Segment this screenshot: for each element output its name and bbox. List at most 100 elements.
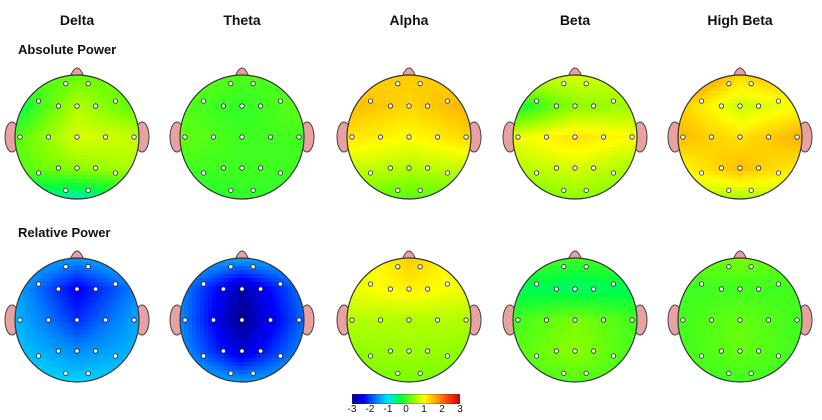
electrode-marker	[561, 187, 567, 193]
electrode-marker	[367, 353, 374, 359]
electrode-marker	[775, 353, 782, 359]
head-outline	[512, 257, 638, 383]
electrode-marker	[463, 134, 469, 140]
electrode-marker	[296, 317, 302, 323]
electrode-marker	[590, 286, 597, 292]
electrode-marker	[748, 187, 754, 193]
electrode-marker	[112, 353, 119, 359]
electrode-marker	[718, 103, 725, 109]
electrode-marker	[444, 170, 451, 176]
electrode-marker	[737, 103, 743, 109]
electrode-marker	[434, 134, 441, 140]
electrode-marker	[257, 103, 264, 109]
electrode-marker	[377, 317, 384, 323]
electrode-marker	[85, 187, 91, 193]
band-label-theta: Theta	[223, 12, 261, 28]
electrode-marker	[775, 98, 782, 104]
head-map-beta-relative	[502, 250, 648, 383]
electrode-marker	[765, 317, 772, 323]
head-outline	[512, 74, 638, 200]
electrode-marker	[726, 264, 732, 270]
head-map-delta-relative	[4, 250, 150, 383]
electrode-marker	[63, 264, 69, 270]
electrode-marker	[74, 348, 80, 354]
head-outline	[677, 74, 803, 200]
electrode-marker	[417, 264, 423, 270]
electrode-marker	[182, 134, 188, 140]
electrode-marker	[600, 134, 607, 140]
electrode-marker	[277, 281, 284, 287]
scale-tick: -3	[347, 404, 357, 415]
electrode-marker	[74, 165, 80, 171]
row-label-relative-power: Relative Power	[18, 225, 111, 240]
scale-gradient	[352, 394, 460, 404]
head-outline	[346, 74, 472, 200]
electrode-marker	[250, 187, 256, 193]
electrode-marker	[463, 317, 469, 323]
band-label-high-beta: High Beta	[707, 12, 773, 28]
electrode-marker	[794, 134, 800, 140]
electrode-marker	[680, 134, 686, 140]
head-map-high-beta-relative	[667, 250, 813, 383]
electrode-marker	[85, 264, 91, 270]
electrode-marker	[112, 281, 119, 287]
electrode-marker	[424, 286, 431, 292]
electrode-marker	[228, 370, 234, 376]
electrode-marker	[85, 81, 91, 87]
electrode-marker	[367, 281, 374, 287]
electrode-marker	[755, 348, 762, 354]
electrode-marker	[726, 187, 732, 193]
head-outline	[677, 257, 803, 383]
electrode-marker	[45, 317, 52, 323]
electrode-marker	[74, 317, 80, 323]
head-map-delta-absolute	[4, 67, 150, 200]
electrode-marker	[434, 317, 441, 323]
electrode-marker	[610, 170, 617, 176]
electrode-marker	[228, 264, 234, 270]
electrode-marker	[698, 353, 705, 359]
topomap-grid	[4, 67, 813, 383]
electrode-marker	[45, 134, 52, 140]
head-map-high-beta-absolute	[667, 67, 813, 200]
electrode-marker	[748, 370, 754, 376]
electrode-marker	[131, 317, 137, 323]
electrode-marker	[698, 281, 705, 287]
electrode-marker	[590, 165, 597, 171]
row-label-absolute-power: Absolute Power	[18, 42, 117, 57]
electrode-marker	[85, 370, 91, 376]
electrode-marker	[424, 103, 431, 109]
electrode-marker	[444, 98, 451, 104]
electrode-marker	[533, 170, 540, 176]
head-map-theta-relative	[169, 250, 315, 383]
scale-tick: 0	[403, 404, 409, 415]
electrode-marker	[377, 134, 384, 140]
electrode-marker	[533, 353, 540, 359]
electrode-marker	[93, 165, 99, 171]
head-outline	[346, 257, 472, 383]
electrode-marker	[182, 317, 188, 323]
electrode-marker	[590, 103, 597, 109]
electrode-marker	[718, 348, 725, 354]
electrode-marker	[572, 286, 578, 292]
electrode-marker	[210, 317, 217, 323]
electrode-marker	[200, 170, 207, 176]
electrode-marker	[553, 286, 560, 292]
electrode-marker	[35, 170, 42, 176]
electrode-marker	[561, 81, 567, 87]
electrode-marker	[63, 81, 69, 87]
electrode-marker	[629, 134, 635, 140]
scale-tick: 1	[421, 404, 427, 415]
electrode-marker	[296, 134, 302, 140]
electrode-marker	[553, 165, 560, 171]
electrode-marker	[406, 165, 412, 171]
electrode-marker	[765, 134, 772, 140]
electrode-marker	[406, 348, 412, 354]
electrode-marker	[267, 134, 274, 140]
electrode-marker	[794, 317, 800, 323]
head-outline	[179, 74, 305, 200]
electrode-marker	[239, 165, 245, 171]
electrode-marker	[444, 281, 451, 287]
electrode-marker	[561, 370, 567, 376]
electrode-marker	[590, 348, 597, 354]
